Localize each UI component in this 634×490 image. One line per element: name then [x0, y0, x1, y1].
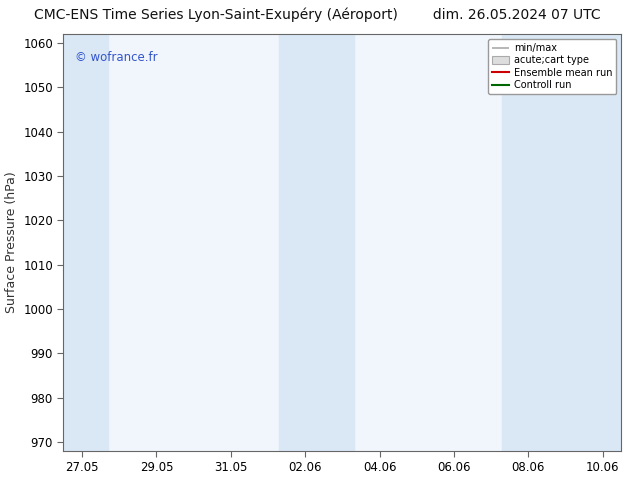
Legend: min/max, acute;cart type, Ensemble mean run, Controll run: min/max, acute;cart type, Ensemble mean …	[488, 39, 616, 94]
Text: CMC-ENS Time Series Lyon-Saint-Exupéry (Aéroport)        dim. 26.05.2024 07 UTC: CMC-ENS Time Series Lyon-Saint-Exupéry (…	[34, 7, 600, 22]
Bar	[63, 34, 108, 451]
Bar	[279, 34, 354, 451]
Text: © wofrance.fr: © wofrance.fr	[75, 51, 157, 64]
Bar	[502, 34, 621, 451]
Y-axis label: Surface Pressure (hPa): Surface Pressure (hPa)	[4, 172, 18, 314]
